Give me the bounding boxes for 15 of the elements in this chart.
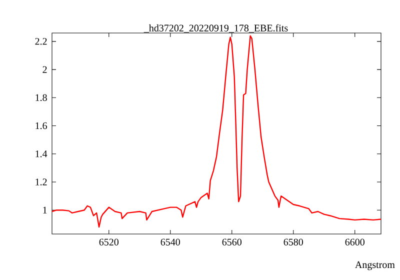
- y-tick-label: 1: [43, 206, 47, 214]
- x-axis-title: Angstrom: [355, 261, 395, 270]
- y-tick-label: 1.8: [36, 94, 47, 102]
- y-tick-label: 1.2: [36, 178, 47, 186]
- y-tick-label: 1.4: [36, 150, 48, 158]
- line-series: [52, 35, 381, 228]
- x-tick-label: 6520: [99, 238, 119, 246]
- y-tick-label: 2.2: [35, 38, 47, 45]
- x-tick-label: 6600: [345, 238, 364, 246]
- x-tick-label: 6580: [284, 238, 303, 246]
- y-tick-label: 2: [42, 66, 47, 73]
- x-tick-label: 6560: [222, 238, 242, 246]
- y-tick-label: 1.6: [36, 122, 47, 130]
- chart-title: _hd37202_20220919_178_EBE.fits: [144, 24, 288, 33]
- x-tick-label: 6540: [160, 238, 180, 246]
